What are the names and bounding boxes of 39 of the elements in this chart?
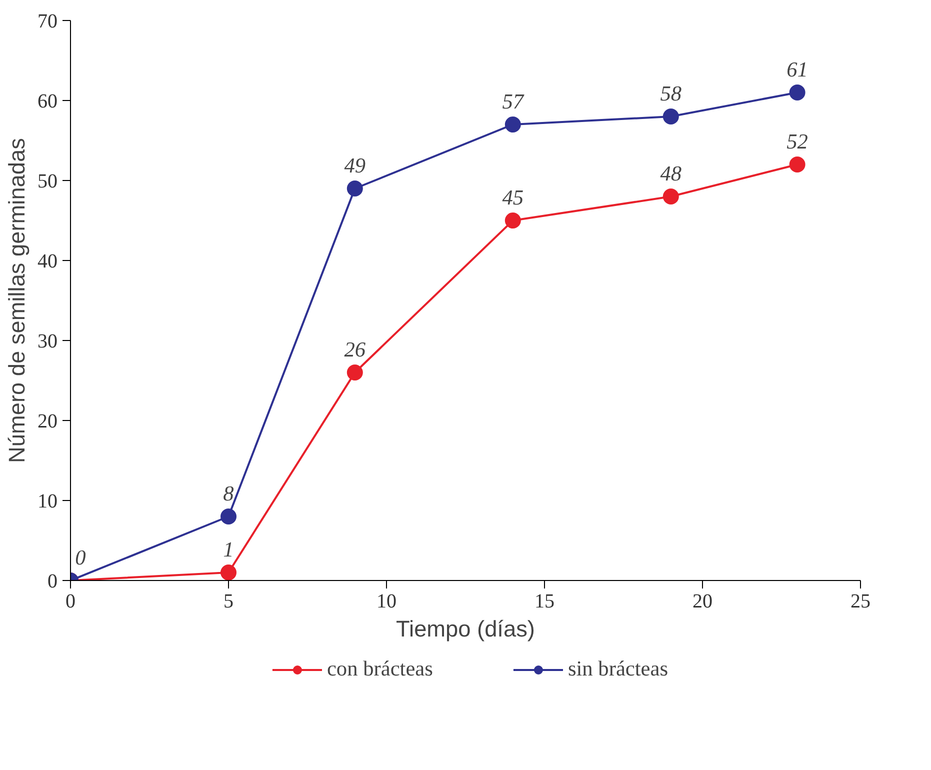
point xyxy=(220,564,236,580)
y-tick-label: 0 xyxy=(48,570,58,592)
data-label: 26 xyxy=(344,338,366,362)
x-axis-title: Tiempo (días) xyxy=(396,616,535,642)
y-tick-label: 70 xyxy=(38,10,58,32)
data-label: 58 xyxy=(660,82,682,106)
y-axis-title: Número de semillas germinadas xyxy=(4,138,30,463)
point xyxy=(346,180,363,196)
x-tick-label: 20 xyxy=(692,590,712,612)
y-tick-label: 20 xyxy=(38,410,58,432)
x-tick-label: 15 xyxy=(534,590,554,612)
data-label: 61 xyxy=(786,58,808,82)
x-tick-label: 5 xyxy=(224,590,234,612)
y-tick-label: 50 xyxy=(38,170,58,192)
data-label: 45 xyxy=(502,186,524,210)
data-label: 49 xyxy=(344,154,366,178)
data-label: 57 xyxy=(502,90,525,114)
y-tick-label: 40 xyxy=(38,250,58,272)
data-label: 0 xyxy=(75,546,86,570)
point xyxy=(504,212,521,228)
point xyxy=(504,116,521,132)
data-label: 52 xyxy=(786,130,808,154)
point xyxy=(662,188,679,204)
x-tick-label: 0 xyxy=(66,590,76,612)
data-label: 1 xyxy=(223,538,234,562)
y-tick-label: 60 xyxy=(38,90,58,112)
x-tick-label: 10 xyxy=(376,590,396,612)
x-tick-label: 25 xyxy=(850,590,870,612)
point xyxy=(346,364,363,380)
data-label: 48 xyxy=(660,162,682,186)
point xyxy=(220,508,236,524)
point xyxy=(662,108,679,124)
point xyxy=(789,156,806,172)
y-tick-label: 30 xyxy=(38,330,58,352)
point xyxy=(789,84,806,100)
legend-label: con brácteas xyxy=(326,656,433,682)
data-label: 8 xyxy=(223,482,234,506)
legend-label: sin brácteas xyxy=(568,656,668,682)
y-tick-label: 10 xyxy=(38,490,58,512)
